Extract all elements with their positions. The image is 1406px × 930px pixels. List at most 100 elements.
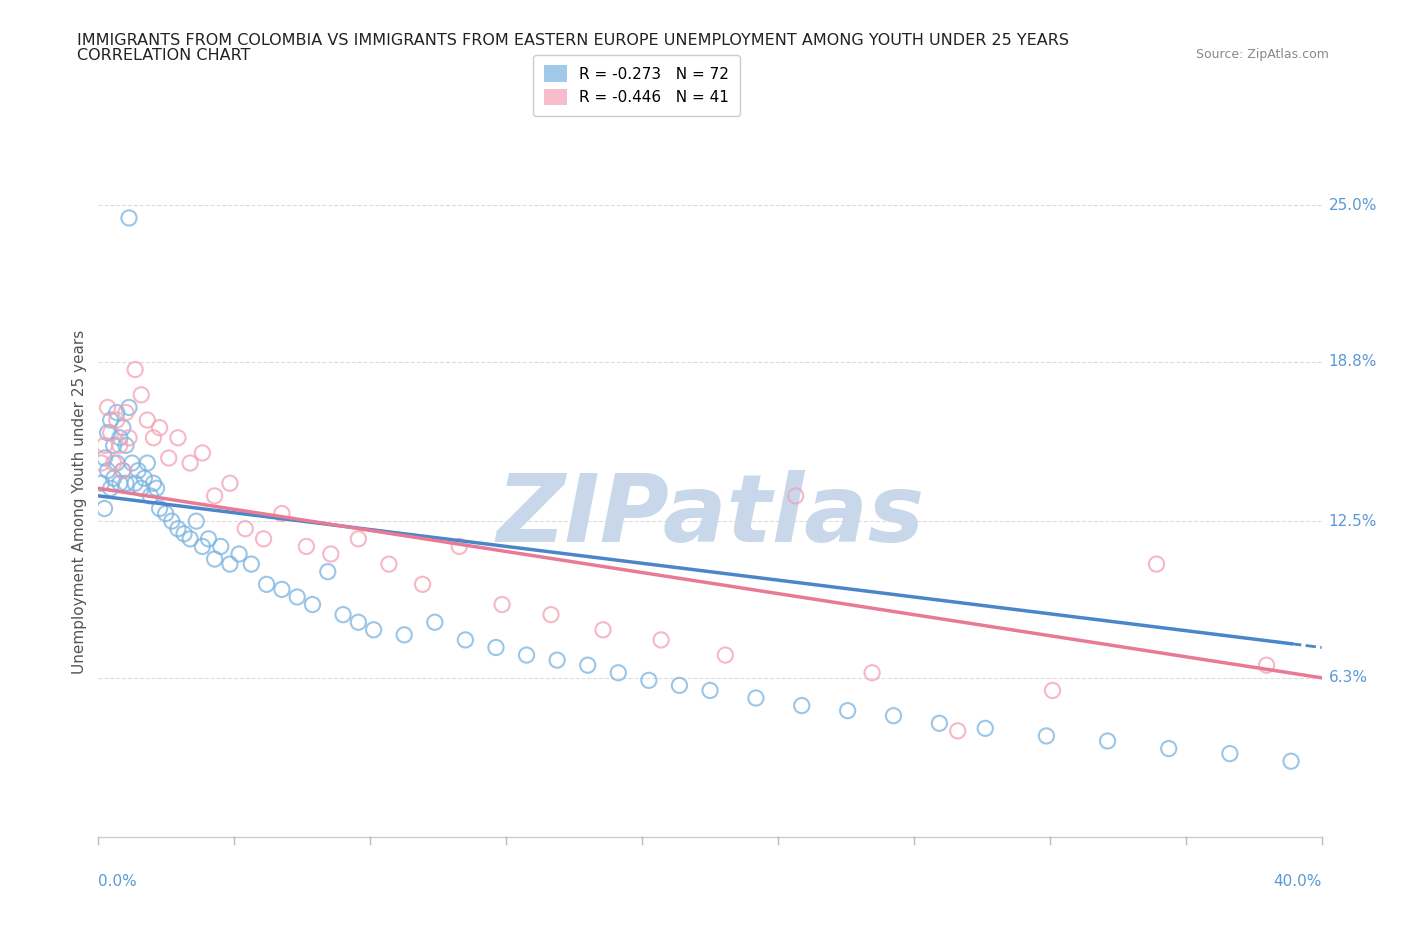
- Point: [105, 413, 128, 428]
- Point: [270, 582, 292, 597]
- Point: [186, 513, 208, 528]
- Point: [118, 210, 141, 225]
- Text: IMMIGRANTS FROM COLOMBIA VS IMMIGRANTS FROM EASTERN EUROPE UNEMPLOYMENT AMONG YO: IMMIGRANTS FROM COLOMBIA VS IMMIGRANTS F…: [77, 33, 1070, 47]
- Point: [90, 456, 112, 471]
- Point: [118, 400, 141, 415]
- Text: 40.0%: 40.0%: [1274, 874, 1322, 889]
- Point: [363, 622, 385, 637]
- Point: [97, 425, 120, 440]
- Point: [860, 665, 883, 680]
- Point: [93, 438, 115, 453]
- Point: [118, 431, 141, 445]
- Point: [115, 438, 138, 453]
- Text: 6.3%: 6.3%: [1329, 671, 1368, 685]
- Point: [392, 628, 416, 643]
- Point: [745, 691, 768, 706]
- Point: [449, 539, 471, 554]
- Text: Source: ZipAtlas.com: Source: ZipAtlas.com: [1195, 48, 1329, 61]
- Point: [142, 476, 165, 491]
- Point: [149, 420, 172, 435]
- Point: [1097, 734, 1119, 749]
- Point: [607, 665, 630, 680]
- Point: [157, 450, 180, 465]
- Point: [100, 481, 122, 496]
- Point: [285, 590, 308, 604]
- Point: [173, 526, 195, 541]
- Point: [650, 632, 672, 647]
- Point: [637, 673, 661, 688]
- Point: [883, 709, 905, 724]
- Point: [546, 653, 568, 668]
- Point: [155, 506, 177, 521]
- Point: [103, 471, 125, 485]
- Point: [1219, 746, 1241, 761]
- Point: [136, 413, 159, 428]
- Point: [191, 445, 214, 460]
- Point: [167, 522, 190, 537]
- Point: [204, 488, 226, 503]
- Point: [97, 400, 120, 415]
- Point: [124, 476, 146, 491]
- Point: [1146, 557, 1168, 572]
- Text: 18.8%: 18.8%: [1329, 354, 1376, 369]
- Point: [100, 425, 122, 440]
- Point: [592, 622, 614, 637]
- Point: [111, 420, 134, 435]
- Point: [378, 557, 401, 572]
- Point: [837, 703, 859, 718]
- Point: [111, 463, 134, 478]
- Point: [100, 413, 122, 428]
- Point: [167, 431, 190, 445]
- Point: [1157, 741, 1180, 756]
- Point: [142, 431, 165, 445]
- Point: [139, 488, 162, 503]
- Point: [115, 405, 138, 420]
- Point: [97, 463, 120, 478]
- Point: [93, 501, 115, 516]
- Point: [485, 640, 508, 655]
- Point: [103, 456, 125, 471]
- Point: [105, 456, 128, 471]
- Point: [785, 488, 807, 503]
- Point: [129, 481, 152, 496]
- Point: [103, 438, 125, 453]
- Point: [332, 607, 354, 622]
- Point: [347, 615, 370, 630]
- Point: [714, 647, 737, 662]
- Point: [319, 547, 342, 562]
- Point: [454, 632, 477, 647]
- Point: [240, 557, 263, 572]
- Point: [295, 539, 318, 554]
- Point: [204, 551, 226, 566]
- Point: [219, 476, 242, 491]
- Point: [1042, 683, 1064, 698]
- Text: 12.5%: 12.5%: [1329, 513, 1376, 528]
- Point: [576, 658, 599, 672]
- Point: [256, 577, 278, 591]
- Point: [412, 577, 434, 591]
- Point: [197, 531, 219, 546]
- Point: [946, 724, 969, 738]
- Point: [1035, 728, 1057, 743]
- Point: [974, 721, 997, 736]
- Point: [108, 431, 131, 445]
- Text: 25.0%: 25.0%: [1329, 198, 1376, 213]
- Point: [219, 557, 242, 572]
- Point: [179, 456, 201, 471]
- Point: [108, 438, 131, 453]
- Point: [491, 597, 513, 612]
- Point: [1279, 753, 1302, 768]
- Point: [136, 456, 159, 471]
- Text: ZIPatlas: ZIPatlas: [496, 470, 924, 562]
- Point: [90, 476, 112, 491]
- Point: [191, 539, 214, 554]
- Point: [1256, 658, 1278, 672]
- Point: [129, 388, 152, 403]
- Point: [149, 501, 172, 516]
- Point: [209, 539, 232, 554]
- Point: [145, 481, 167, 496]
- Point: [134, 471, 156, 485]
- Point: [928, 716, 950, 731]
- Point: [115, 476, 138, 491]
- Point: [179, 531, 201, 546]
